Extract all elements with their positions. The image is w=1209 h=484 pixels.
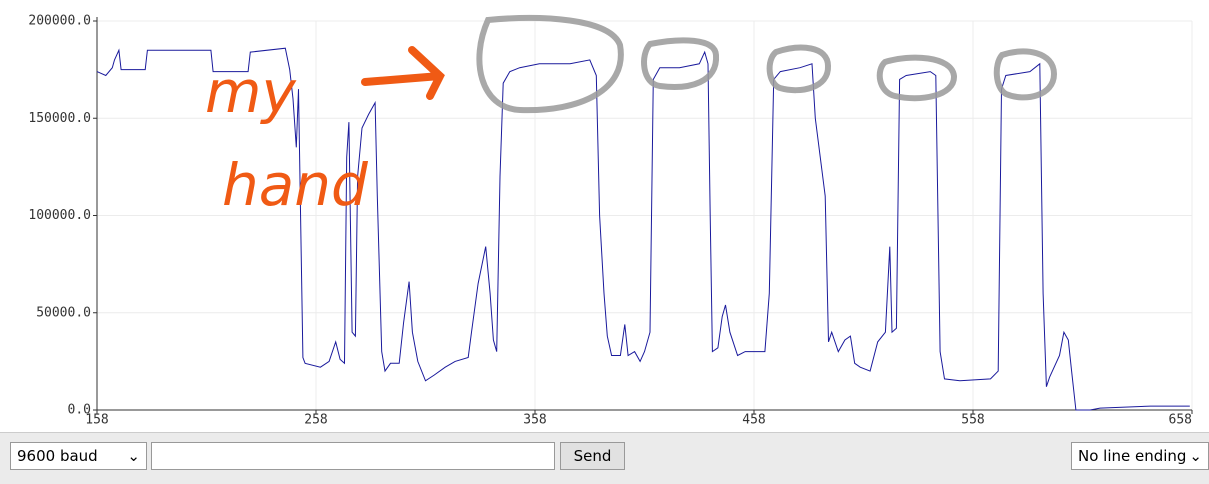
y-tick-label: 200000.0: [28, 14, 91, 29]
line-ending-select[interactable]: No line ending ⌄: [1071, 442, 1209, 470]
baud-label: 9600 baud: [17, 447, 98, 465]
scribble-circles: [476, 15, 1058, 114]
dropdown-arrow: ⌄: [127, 447, 140, 465]
annotation: hand: [222, 151, 369, 219]
data-line: [96, 47, 1190, 411]
circle: [476, 15, 624, 114]
toolbar: 9600 baud ⌄ Send No line ending ⌄: [0, 432, 1209, 484]
circle: [876, 54, 957, 102]
arrow: [361, 46, 445, 100]
x-tick-label: 158: [85, 413, 108, 428]
x-tick-label: 458: [742, 413, 765, 428]
circle: [766, 44, 831, 94]
y-tick-label: 100000.0: [28, 208, 91, 223]
x-tick-label: 558: [961, 413, 984, 428]
circle: [993, 48, 1058, 101]
x-tick-label: 358: [523, 413, 546, 428]
line-ending-label: No line ending: [1078, 447, 1187, 465]
y-tick-label: 0.0: [68, 403, 91, 418]
circle: [641, 37, 720, 90]
send-button[interactable]: Send: [560, 442, 625, 470]
x-tick-label: 658: [1169, 413, 1192, 428]
y-tick-label: 50000.0: [36, 305, 91, 320]
y-tick-label: 150000.0: [28, 111, 91, 126]
send-label: Send: [573, 447, 612, 465]
plotter: 0.0 50000.0 100000.0 150000.0 200000.0 158 258…: [28, 14, 1193, 428]
annotation: my: [205, 58, 296, 126]
message-input[interactable]: [151, 442, 555, 470]
dropdown-arrow: ⌄: [1189, 447, 1202, 465]
x-tick-label: 258: [304, 413, 327, 428]
baud-select[interactable]: 9600 baud ⌄: [10, 442, 147, 470]
